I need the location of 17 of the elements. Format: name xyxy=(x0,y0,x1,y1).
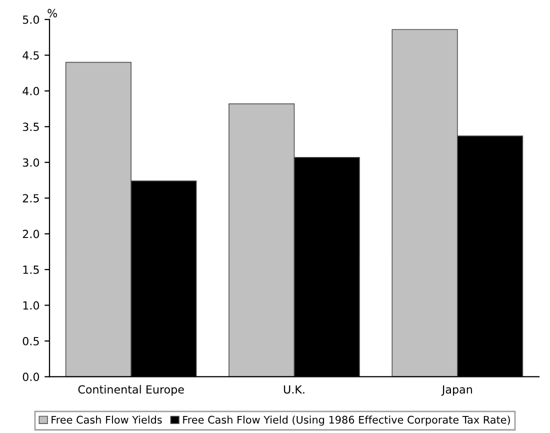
x-tick-label: Japan xyxy=(441,385,472,396)
y-tick-label: 0.5 xyxy=(22,336,39,346)
x-tick-label: Continental Europe xyxy=(78,385,184,396)
y-tick-label: 1.5 xyxy=(23,266,39,274)
y-tick-label: 5.0 xyxy=(22,15,40,24)
y-tick-label: 0.0 xyxy=(22,372,40,382)
y-tick-label: 4.0 xyxy=(22,86,40,96)
x-tick-label: U.K. xyxy=(284,385,304,394)
legend-label: Free Cash Flow Yield (Using 1986 Effective Corporate Tax Rate) xyxy=(183,416,510,426)
y-tick-label: 3.0 xyxy=(22,158,40,167)
y-tick-label: 1.0 xyxy=(23,301,40,310)
y-tick-label: 4.5 xyxy=(22,51,39,60)
y-tick-label: 2.0 xyxy=(22,230,40,238)
y-tick-label: 3.5 xyxy=(22,122,39,132)
y-axis-title: % xyxy=(48,8,57,18)
y-tick-label: 2.5 xyxy=(22,194,39,202)
legend-label: Free Cash Flow Yields xyxy=(52,416,162,424)
